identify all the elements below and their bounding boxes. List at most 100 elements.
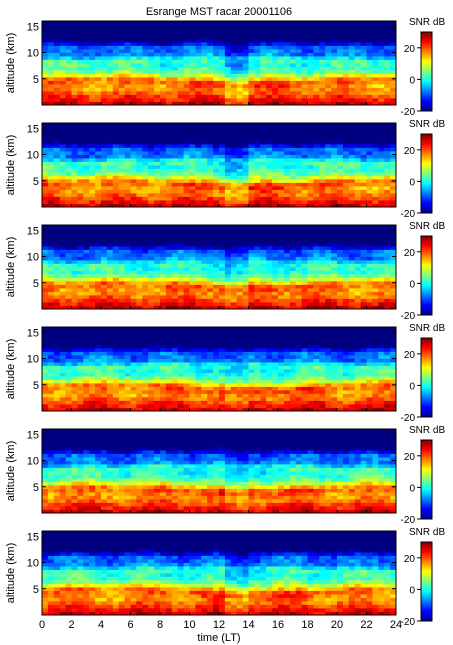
heatmap-cell (319, 35, 326, 39)
heatmap-cell (77, 295, 84, 299)
heatmap-cell (242, 73, 249, 78)
heatmap-cell (148, 249, 155, 254)
heatmap-cell (266, 21, 273, 25)
heatmap-cell (165, 225, 173, 229)
heatmap-cell (260, 295, 267, 299)
heatmap-cell (77, 98, 84, 102)
heatmap-cell (189, 66, 196, 71)
heatmap-cell (89, 175, 96, 180)
heatmap-cell (266, 298, 273, 303)
heatmap-cell (348, 24, 356, 29)
heatmap-cell (177, 256, 184, 261)
heatmap-cell (342, 38, 350, 43)
heatmap-cell (42, 365, 49, 370)
heatmap-cell (59, 330, 66, 335)
heatmap-cell (201, 137, 208, 141)
heatmap-cell (160, 404, 167, 408)
heatmap-cell (83, 175, 90, 180)
heatmap-cell (112, 63, 120, 67)
heatmap-cell (219, 101, 226, 106)
heatmap-cell (342, 59, 350, 64)
heatmap-cell (372, 228, 379, 233)
heatmap-cell (136, 80, 143, 85)
heatmap-cell (254, 175, 261, 180)
heatmap-cell (301, 28, 308, 32)
heatmap-cell (195, 87, 202, 92)
heatmap-cell (130, 390, 137, 394)
heatmap-cell (354, 246, 361, 250)
heatmap-cell (136, 200, 143, 204)
heatmap-cell (307, 49, 314, 53)
heatmap-cell (47, 31, 55, 36)
heatmap-cell (71, 365, 78, 370)
heatmap-cell (106, 232, 114, 236)
heatmap-cell (348, 140, 356, 145)
heatmap-cell (278, 295, 285, 299)
heatmap-cell (207, 274, 214, 278)
heatmap-cell (307, 182, 314, 187)
heatmap-cell (342, 225, 350, 229)
heatmap-cell (42, 263, 49, 268)
heatmap-cell (301, 35, 308, 39)
heatmap-cell (65, 288, 72, 292)
heatmap-cell (195, 235, 202, 240)
heatmap-cell (348, 28, 356, 32)
heatmap-cell (142, 253, 149, 257)
heatmap-cell (360, 295, 367, 299)
heatmap-cell (224, 172, 232, 176)
heatmap-cell (101, 348, 108, 352)
heatmap-cell (160, 140, 167, 145)
heatmap-cell (236, 246, 243, 250)
heatmap-cell (307, 31, 314, 36)
heatmap-cell (331, 256, 338, 261)
colorbar-tick-label: -20 (401, 209, 416, 220)
heatmap-cell (337, 281, 344, 285)
heatmap-cell (124, 263, 131, 268)
heatmap-cell (354, 298, 361, 303)
heatmap-cell (337, 98, 344, 102)
heatmap-cell (195, 242, 202, 247)
heatmap-cell (136, 144, 143, 148)
heatmap-cell (360, 35, 367, 39)
heatmap-cell (160, 390, 167, 394)
heatmap-cell (101, 404, 108, 408)
heatmap-cell (112, 70, 120, 74)
heatmap-cell (224, 288, 232, 292)
heatmap-cell (71, 284, 78, 289)
heatmap-cell (278, 59, 285, 64)
heatmap-cell (224, 147, 232, 152)
heatmap-cell (177, 298, 184, 303)
heatmap-cell (154, 355, 161, 359)
heatmap-cell (142, 45, 149, 50)
heatmap-cell (106, 348, 114, 352)
heatmap-cell (301, 203, 308, 208)
heatmap-cell (390, 203, 397, 208)
heatmap-cell (112, 295, 120, 299)
heatmap-cell (89, 246, 96, 250)
heatmap-cell (313, 123, 320, 127)
heatmap-cell (65, 123, 72, 127)
heatmap-cell (83, 228, 90, 233)
heatmap-cell (248, 21, 255, 25)
heatmap-cell (254, 144, 261, 148)
heatmap-cell (313, 24, 320, 29)
heatmap-cell (83, 267, 90, 271)
heatmap-cell (224, 263, 232, 268)
heatmap-cell (390, 101, 397, 106)
heatmap-cell (307, 130, 314, 134)
heatmap-cell (148, 56, 155, 60)
heatmap-cell (213, 246, 220, 250)
heatmap-cell (118, 203, 125, 208)
heatmap-cell (213, 91, 220, 95)
heatmap-cell (283, 284, 291, 289)
heatmap-cell (354, 52, 361, 57)
heatmap-cell (307, 91, 314, 95)
heatmap-cell (354, 45, 361, 50)
heatmap-cell (366, 66, 373, 71)
heatmap-cell (136, 341, 143, 345)
heatmap-cell (142, 348, 149, 352)
heatmap-cell (283, 147, 291, 152)
heatmap-cell (366, 59, 373, 64)
heatmap-cell (160, 203, 167, 208)
heatmap-cell (53, 182, 61, 187)
